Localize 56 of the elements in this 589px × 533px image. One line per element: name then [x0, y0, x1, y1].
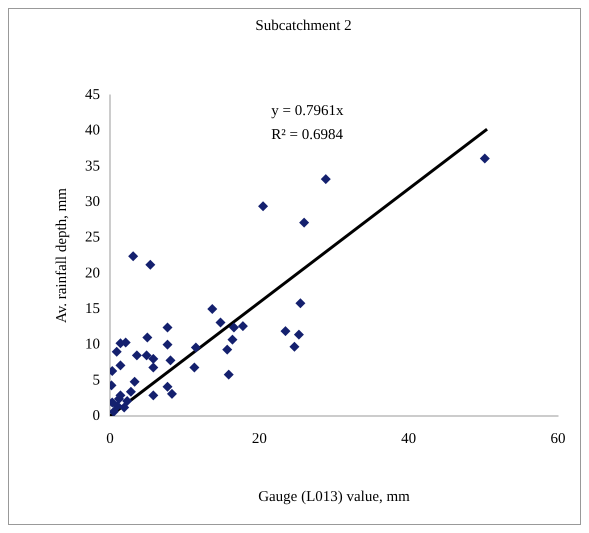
point: [299, 218, 310, 228]
point: [227, 334, 238, 345]
point: [126, 386, 136, 397]
point: [148, 354, 158, 364]
point: [122, 396, 132, 406]
point: [166, 388, 177, 399]
point: [162, 322, 172, 333]
y-tick-label: 40: [85, 122, 100, 139]
point: [162, 382, 172, 392]
point: [142, 350, 152, 360]
x-axis-title: Gauge (L013) value, mm: [258, 488, 410, 505]
point: [295, 298, 306, 308]
point: [128, 251, 138, 262]
point: [294, 330, 304, 340]
point: [145, 260, 156, 270]
y-tick-label: 25: [85, 230, 100, 246]
point: [115, 360, 126, 370]
x-tick-label: 40: [401, 430, 416, 447]
y-tick-label: 5: [92, 372, 100, 388]
x-tick-label: 60: [550, 430, 566, 447]
y-tick-label: 35: [85, 158, 100, 174]
annotation: y = 0.7961x: [271, 102, 344, 119]
point: [119, 402, 130, 412]
point: [289, 342, 300, 352]
point: [222, 344, 232, 355]
x-tick-label: 0: [106, 430, 114, 447]
y-tick-label: 30: [85, 194, 100, 210]
point: [148, 390, 158, 400]
y-axis-title: Av. rainfall depth, mm: [54, 188, 70, 323]
y-tick-label: 15: [85, 300, 100, 317]
point: [224, 370, 234, 380]
y-tick-label: 45: [85, 86, 100, 103]
point: [238, 321, 248, 332]
x-tick-label: 20: [252, 430, 267, 447]
point: [207, 304, 218, 314]
point: [110, 406, 119, 416]
point: [320, 174, 331, 184]
point: [165, 355, 176, 366]
y-tick-label: 0: [92, 408, 100, 424]
y-tick-label: 10: [85, 336, 100, 353]
point: [216, 318, 226, 328]
point: [189, 362, 200, 372]
chart-title: Subcatchment 2: [255, 18, 352, 34]
y-tick-label: 20: [85, 265, 100, 282]
point: [132, 350, 142, 360]
point: [130, 376, 140, 387]
point: [190, 342, 201, 353]
point: [142, 332, 152, 343]
point: [148, 362, 158, 372]
point: [228, 322, 239, 333]
point: [280, 326, 290, 336]
annotation: R² = 0.6984: [271, 126, 344, 143]
point: [112, 346, 122, 357]
point: [480, 153, 490, 164]
point: [258, 201, 268, 212]
point: [162, 340, 172, 350]
